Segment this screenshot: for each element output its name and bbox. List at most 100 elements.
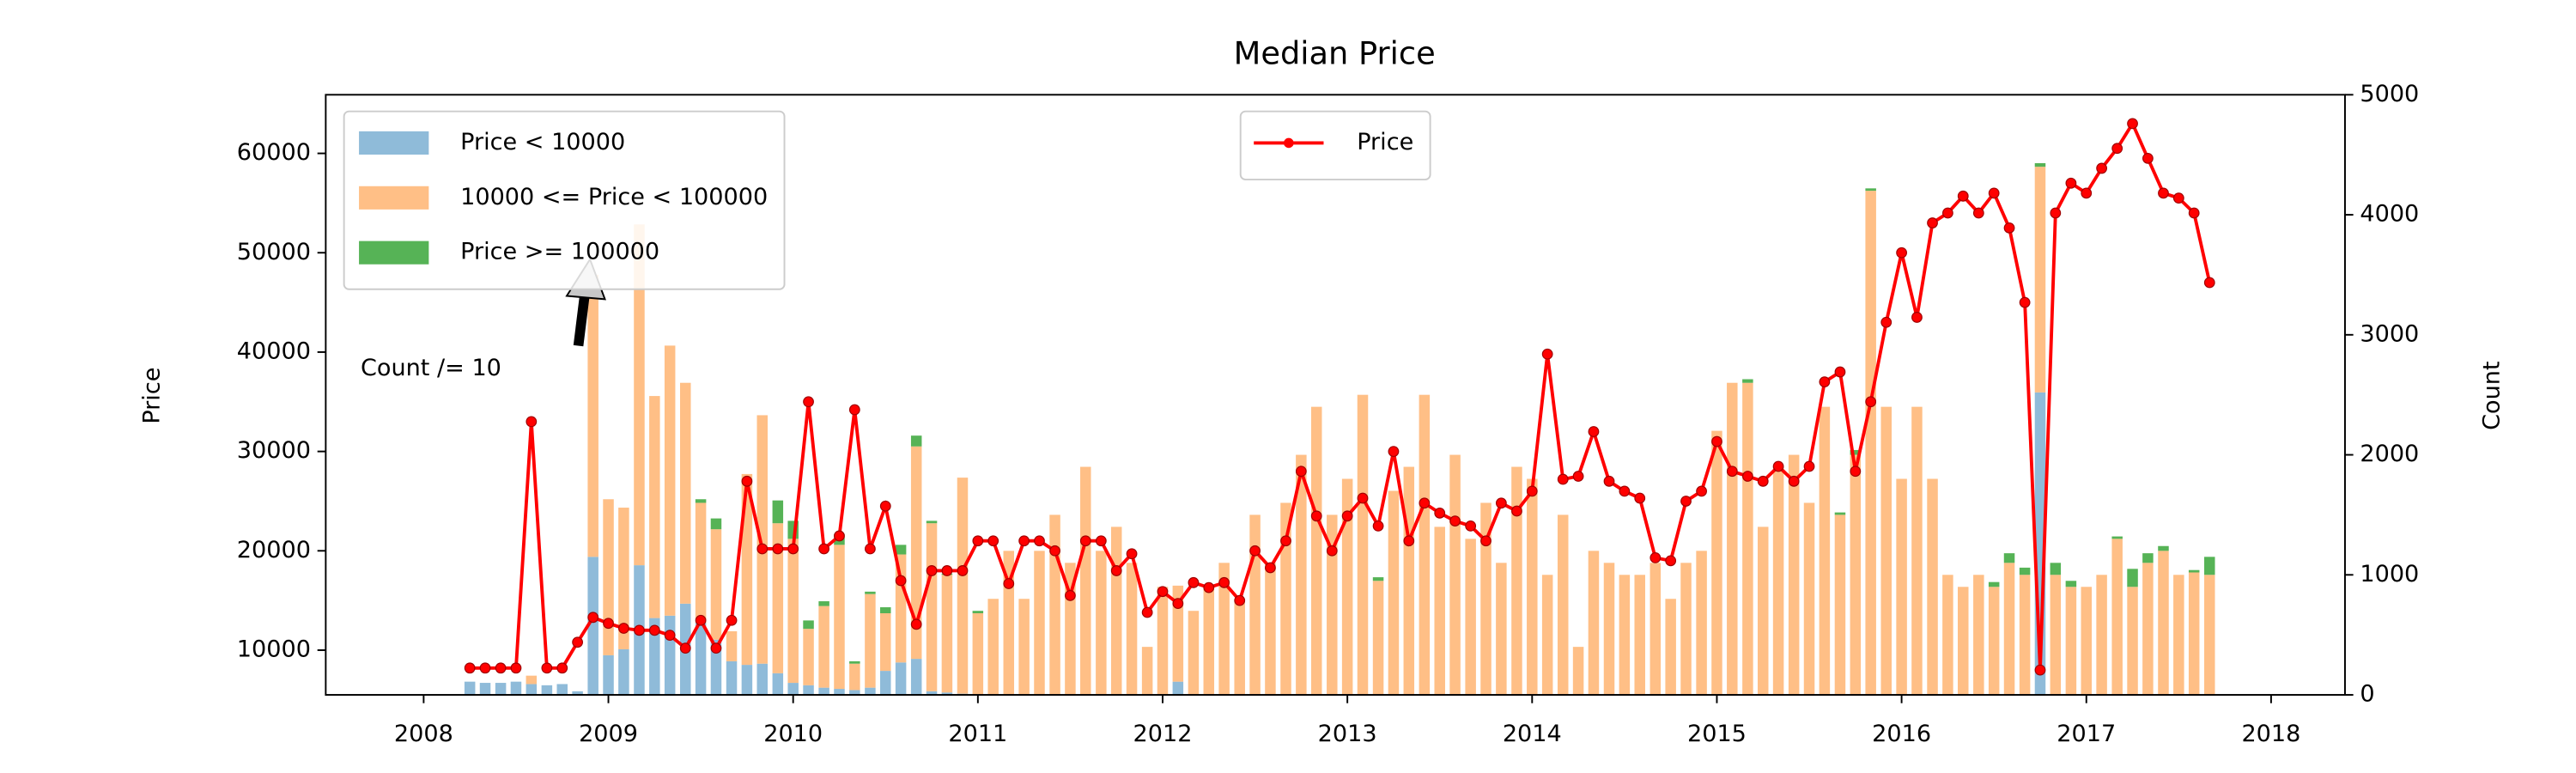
y-tick-label: 40000 [237,338,311,364]
price-marker [1911,312,1923,323]
price-marker [1372,520,1384,532]
price-marker [2111,143,2123,155]
bar [2127,587,2138,696]
price-marker [926,565,938,576]
price-marker [865,543,876,555]
bar [526,675,538,685]
price-marker [1649,552,1662,563]
bar [1957,587,1969,696]
bar [1296,454,1307,696]
bar [1557,514,1569,696]
price-marker [1511,505,1522,517]
y-tick-label: 60000 [237,139,311,166]
price-marker [479,662,491,674]
price-marker [648,624,660,636]
bar [1234,599,1245,696]
bar [2019,567,2031,575]
bar [1434,526,1445,696]
bar [1080,466,1091,696]
price-marker [1803,460,1815,472]
legend-box [343,110,786,290]
price-marker [1357,492,1369,504]
bar [957,478,969,694]
legend: Price < 10000 10000 <= Price < 100000 Pric… [343,110,786,290]
price-marker [1049,545,1060,557]
price-marker [1480,535,1492,547]
bar [2111,539,2123,696]
price-marker [1757,475,1769,487]
price-marker [572,636,583,648]
bar [664,615,676,696]
price-marker [1141,606,1153,618]
bar [726,660,738,696]
bar [2081,587,2093,696]
x-tick-label: 2015 [1687,721,1747,747]
bar [1341,478,1353,696]
bar [1588,551,1600,696]
bar [1511,466,1522,696]
bar [695,623,707,696]
bar [603,499,614,655]
y2-tick-label: 5000 [2360,81,2419,107]
price-marker [1110,565,1122,576]
price-marker [618,623,629,634]
price-marker [2003,222,2015,234]
bar [664,345,676,616]
bar [2142,553,2154,563]
bar [865,593,876,688]
price-marker [1018,535,1030,547]
bar [1541,575,1553,696]
bar [926,523,938,691]
bar [1834,514,1846,696]
bar [1310,406,1322,696]
plot-area [464,118,2215,696]
price-marker [556,662,568,674]
bar [2158,551,2169,696]
bar [910,446,922,660]
bar [849,663,860,691]
bar [1465,539,1476,696]
bar [1727,382,1738,696]
x-tick-label: 2008 [394,721,453,747]
price-marker [495,662,507,674]
bar [1896,478,1907,696]
price-marker [1203,581,1215,593]
bar [1126,563,1138,696]
bar [1527,478,1538,696]
bar [849,690,860,696]
bar [1496,563,1507,696]
price-marker [2188,207,2200,219]
price-marker [695,614,707,626]
bar [756,415,769,664]
bar [818,601,829,606]
y-axis-label: Price [139,368,166,424]
bar [895,545,907,555]
bar [1034,551,1045,696]
price-marker [1819,376,1831,388]
bar [2188,572,2200,696]
bar [1049,514,1060,696]
bar [926,691,938,696]
bar [1403,466,1415,696]
bar [1696,551,1707,696]
price-marker [1310,510,1322,522]
price-marker [1449,515,1461,526]
price-marker [1157,586,1169,598]
bar [1803,502,1815,696]
price-marker [2081,187,2093,199]
bar [1249,514,1261,696]
bar [772,523,784,673]
price-marker [1419,497,1431,509]
price-marker [1680,496,1692,507]
price-marker [1249,545,1261,557]
bar [1649,563,1662,696]
bar [834,689,845,696]
price-marker [1003,578,1015,589]
y-tick-label: 20000 [237,537,311,563]
price-line [470,119,2212,671]
bar [926,520,938,524]
price-marker [848,404,860,416]
bar [1742,382,1753,696]
